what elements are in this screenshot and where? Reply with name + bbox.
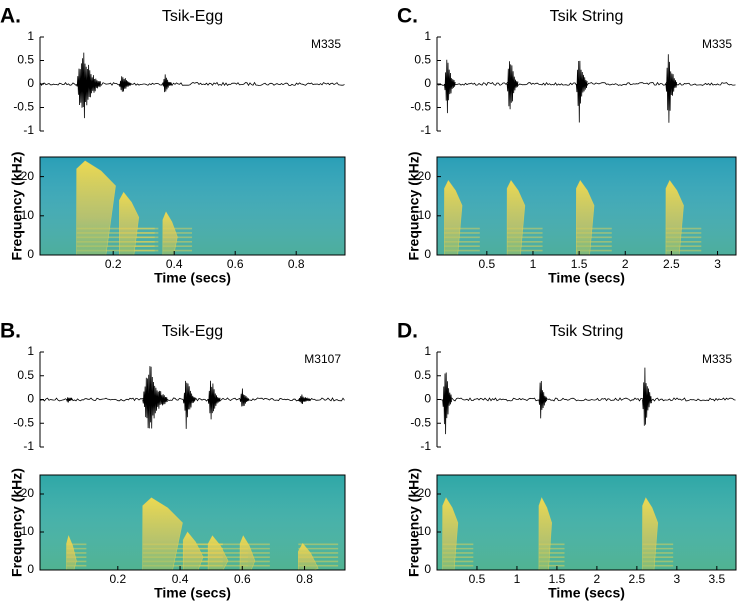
y-tick-label: 0 [27,247,34,261]
y-tick-label: 10 [418,524,432,538]
y-tick-label: 1 [27,344,34,358]
chart-title: Tsik String [550,8,624,25]
y-tick-label: 0 [424,562,431,576]
y-tick-label: -0.5 [13,100,34,114]
call-burst [142,366,168,429]
call-burst [207,380,221,420]
low-frequency-shade [437,475,736,570]
y-axis-label: Frequency (kHz) [406,468,422,577]
plot-frame [39,474,346,571]
call-burst [444,59,456,114]
x-tick-label: 0.4 [166,257,183,271]
y-tick-label: 1 [424,344,431,358]
x-tick-label: 3.5 [708,572,725,586]
y-tick-label: 10 [21,524,35,538]
x-tick-label: 0.8 [296,572,313,586]
x-axis-label: Time (secs) [154,270,231,286]
chart-title: Tsik-Egg [162,323,223,340]
call-burst [538,380,548,419]
y-tick-label: 20 [21,486,35,500]
noise-trace [436,397,736,402]
panel-label: C. [397,5,418,28]
y-tick-label: 0 [424,76,431,90]
panel-label: B. [0,320,21,343]
y-tick-label: 20 [418,486,432,500]
x-tick-label: 1.5 [549,572,566,586]
y-tick-label: -1 [420,123,431,137]
y-tick-label: 0 [27,562,34,576]
y-tick-label: 10 [418,208,432,222]
x-tick-label: 2.5 [629,572,646,586]
x-tick-label: 0.2 [105,257,122,271]
x-tick-label: 0.6 [234,572,251,586]
call-burst [118,76,132,92]
annotation: M3107 [304,352,341,366]
y-axis-label: Frequency (kHz) [406,152,422,261]
y-tick-label: -0.5 [410,100,431,114]
y-tick-label: 0 [27,392,34,406]
x-tick-label: 0.8 [288,257,305,271]
x-tick-label: 1.5 [571,257,588,271]
y-tick-label: 0.5 [414,368,431,382]
y-tick-label: -0.5 [13,415,34,429]
annotation: M335 [702,352,732,366]
call-burst [66,396,73,403]
y-tick-label: -0.5 [410,415,431,429]
y-tick-label: -1 [23,123,34,137]
call-burst [642,367,652,426]
plot-frame [39,156,346,256]
call-burst [162,74,173,93]
chart-title: Tsik-Egg [162,8,223,25]
y-tick-label: -1 [23,439,34,453]
call-burst [239,388,250,407]
x-axis-label: Time (secs) [154,585,231,601]
x-tick-label: 3 [714,257,721,271]
x-tick-label: 0.5 [478,257,495,271]
x-axis-label: Time (secs) [548,585,625,601]
x-axis-label: Time (secs) [548,270,625,286]
y-tick-label: 1 [424,29,431,43]
call-burst [575,60,588,123]
annotation: M335 [702,37,732,51]
y-tick-label: 0 [27,76,34,90]
y-tick-label: -1 [420,439,431,453]
y-tick-label: 1 [27,29,34,43]
x-tick-label: 0.4 [172,572,189,586]
plot-frame [436,474,737,571]
call-burst [665,54,678,123]
call-burst [182,380,196,429]
x-tick-label: 0.2 [109,572,126,586]
call-burst [442,372,452,435]
call-burst [506,61,519,110]
y-tick-label: 0 [424,392,431,406]
annotation: M335 [311,37,341,51]
x-tick-label: 1 [530,257,537,271]
panel-label: A. [0,5,21,28]
call-burst [297,394,311,405]
x-tick-label: 3 [673,572,680,586]
call-burst [76,52,101,119]
x-tick-label: 2 [622,257,629,271]
plot-frame [436,156,737,256]
y-tick-label: 20 [418,169,432,183]
x-tick-label: 2.5 [663,257,680,271]
y-tick-label: 0.5 [17,53,34,67]
x-tick-label: 0.5 [469,572,486,586]
x-tick-label: 2 [594,572,601,586]
y-axis-label: Frequency (kHz) [9,468,25,577]
chart-title: Tsik String [550,323,624,340]
y-tick-label: 20 [21,169,35,183]
y-tick-label: 0.5 [17,368,34,382]
y-axis-label: Frequency (kHz) [9,152,25,261]
y-tick-label: 10 [21,208,35,222]
y-tick-label: 0 [424,247,431,261]
panel-label: D. [397,320,418,343]
y-tick-label: 0.5 [414,53,431,67]
x-tick-label: 1 [514,572,521,586]
x-tick-label: 0.6 [227,257,244,271]
